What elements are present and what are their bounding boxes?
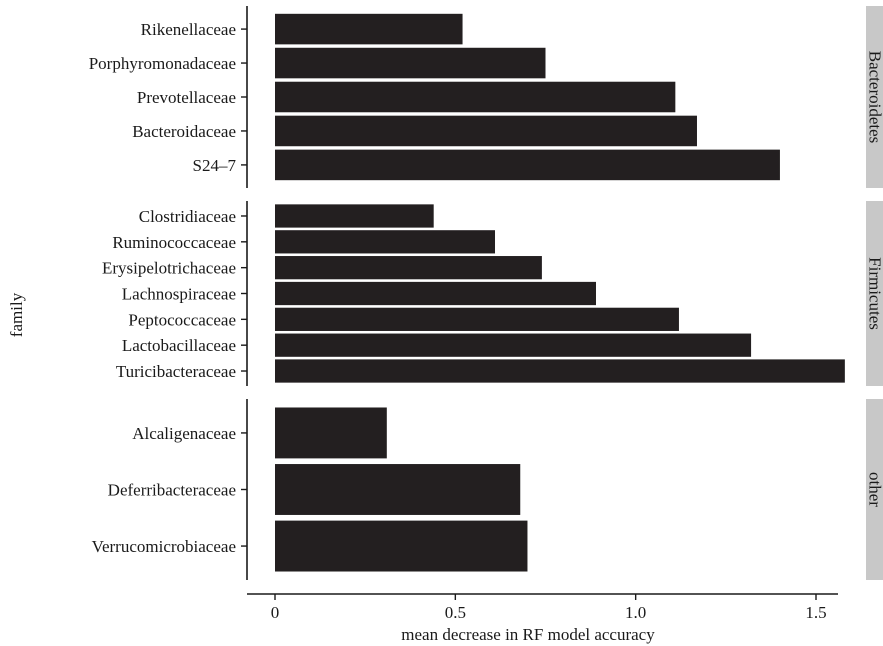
category-label: Prevotellaceae [137,88,236,107]
bar-porphyromonadaceae [275,47,546,79]
bar-erysipelotrichaceae [275,256,542,280]
category-label: Alcaligenaceae [132,424,236,443]
bar-alcaligenaceae [275,407,387,459]
x-tick-label: 0 [271,603,280,622]
bar-lachnospiraceae [275,281,596,306]
category-label: Lachnospiraceae [122,285,236,304]
bar-rikenellaceae [275,13,463,45]
category-label: Erysipelotrichaceae [102,259,236,278]
bar-lactobacillaceae [275,333,752,357]
x-axis-title: mean decrease in RF model accuracy [401,625,655,644]
x-tick-label: 0.5 [445,603,466,622]
facet-strip-bacteroidetes [866,6,883,188]
facet-strip-other [866,399,883,580]
x-tick-label: 1.0 [625,603,646,622]
facet-label-bacteroidetes: Bacteroidetes [866,51,883,144]
bar-ruminococcaceae [275,230,496,254]
category-label: Rikenellaceae [141,20,236,39]
category-label: Ruminococcaceae [112,233,236,252]
bar-bacteroidaceae [275,115,697,147]
category-label: Deferribacteraceae [108,481,236,500]
bar-s24-7 [275,149,780,181]
category-label: Lactobacillaceae [122,336,236,355]
bar-turicibacteraceae [275,359,845,383]
facet-label-other: other [866,472,883,507]
bar-verrucomicrobiaceae [275,520,528,572]
y-axis-title: family [7,292,26,337]
category-label: Verrucomicrobiaceae [92,537,236,556]
category-label: Porphyromonadaceae [89,54,236,73]
bar-deferribacteraceae [275,464,521,515]
bar-peptococcaceae [275,307,679,331]
category-label: Peptococcaceae [128,310,236,329]
category-label: Turicibacteraceae [116,362,236,381]
category-label: S24–7 [193,156,237,175]
category-label: Clostridiaceae [139,207,236,226]
facet-label-firmicutes: Firmicutes [866,257,883,330]
bar-prevotellaceae [275,81,676,113]
facet-strip-firmicutes [866,201,883,386]
bar-clostridiaceae [275,204,434,228]
x-tick-label: 1.5 [805,603,826,622]
category-label: Bacteroidaceae [132,122,236,141]
